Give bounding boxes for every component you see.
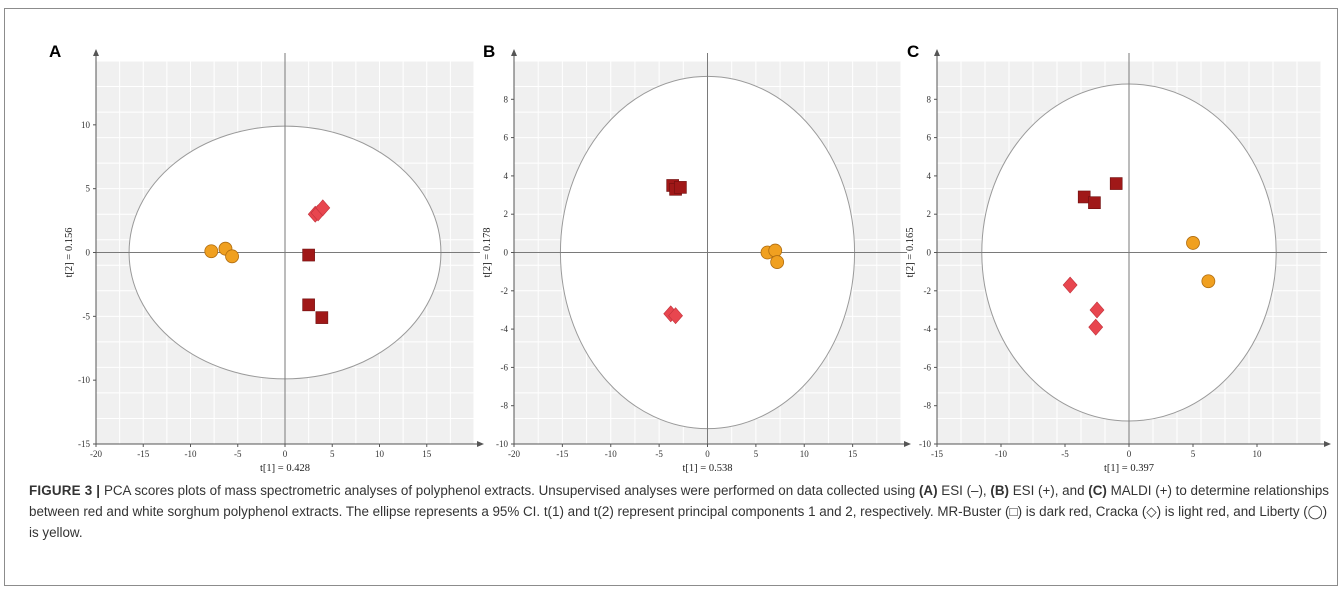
y-tick-label: -10 [78, 375, 90, 385]
y-tick-label: -8 [501, 401, 509, 411]
caption-text-b: ESI (+), and [1008, 483, 1089, 498]
y-tick-label: -6 [924, 362, 932, 372]
x-axis-label: t[1] = 0.538 [683, 463, 733, 474]
x-axis-label: t[1] = 0.397 [1104, 463, 1154, 474]
panel-letter-a: A [49, 42, 61, 61]
x-tick-label: -10 [605, 449, 617, 459]
data-point-square [302, 298, 315, 312]
data-point-square [1109, 177, 1123, 190]
y-axis-arrow [934, 49, 940, 56]
y-tick-label: -10 [496, 439, 508, 449]
x-tick-label: -15 [137, 449, 149, 459]
x-tick-label: -15 [556, 449, 568, 459]
x-tick-label: 10 [1253, 449, 1263, 459]
y-tick-label: 6 [927, 133, 932, 143]
data-point-circle [1186, 236, 1200, 250]
x-tick-label: -10 [995, 449, 1007, 459]
x-tick-label: 0 [283, 449, 288, 459]
data-point-circle [1201, 274, 1216, 289]
x-tick-label: 15 [848, 449, 858, 459]
x-tick-label: 5 [754, 449, 759, 459]
data-point-diamond [1062, 276, 1078, 294]
y-tick-label: 0 [927, 248, 932, 258]
y-tick-label: -2 [501, 286, 509, 296]
x-tick-label: 0 [1127, 449, 1132, 459]
y-tick-label: -2 [924, 286, 932, 296]
caption-panel-a: (A) [918, 483, 938, 498]
y-tick-label: 10 [81, 120, 91, 130]
x-axis-arrow [904, 441, 911, 447]
y-tick-label: 6 [504, 133, 509, 143]
x-tick-label: 15 [422, 449, 432, 459]
y-tick-label: 8 [927, 94, 932, 104]
y-tick-label: 4 [504, 171, 509, 181]
y-axis-label: t[2] = 0.165 [905, 228, 916, 278]
y-tick-label: -10 [919, 439, 931, 449]
data-point-diamond [1088, 318, 1104, 336]
y-tick-label: 8 [504, 94, 509, 104]
data-point-diamond [668, 307, 683, 325]
y-tick-label: 4 [927, 171, 932, 181]
figure-frame: -20 -15 -10 -5 0 5 10 15 -15 -10 -5 0 5 10 t[1] = 0.42… [4, 8, 1338, 586]
data-point-circle [768, 243, 783, 258]
y-tick-label: 0 [504, 248, 509, 258]
x-tick-label: 10 [800, 449, 810, 459]
x-tick-label: -20 [508, 449, 520, 459]
data-point-circle [225, 249, 239, 264]
x-tick-label: -20 [90, 449, 102, 459]
x-axis-arrow [477, 441, 484, 447]
data-point-diamond [315, 199, 331, 217]
y-tick-label: -5 [83, 311, 91, 321]
x-axis-label: t[1] = 0.428 [260, 463, 310, 474]
y-tick-label: 0 [86, 248, 91, 258]
x-tick-label: 5 [1191, 449, 1196, 459]
data-point-circle [204, 244, 219, 259]
x-tick-label: 10 [375, 449, 385, 459]
caption-figure-label: FIGURE 3 | [29, 483, 101, 498]
panel-letter-c: C [907, 42, 919, 61]
figure-caption: FIGURE 3 | PCA scores plots of mass spec… [29, 480, 1329, 543]
x-tick-label: -5 [234, 449, 242, 459]
data-point-circle [770, 255, 785, 269]
x-axis-arrow [1324, 441, 1331, 447]
caption-text-a: ESI (–), [937, 483, 991, 498]
y-tick-label: 5 [86, 184, 91, 194]
y-axis-label: t[2] = 0.156 [64, 228, 75, 278]
data-point-square [674, 181, 687, 194]
caption-text-c: MALDI (+) to determine relationships bet… [29, 483, 1329, 540]
y-tick-label: -8 [924, 401, 932, 411]
y-tick-label: -6 [501, 362, 509, 372]
x-tick-label: -15 [931, 449, 943, 459]
y-tick-label: 2 [927, 209, 932, 219]
caption-panel-c: (C) [1088, 483, 1107, 498]
y-tick-label: -4 [501, 324, 509, 334]
caption-panel-b: (B) [990, 483, 1009, 498]
data-point-square [1088, 196, 1101, 210]
caption-text: PCA scores plots of mass spectrometric a… [100, 483, 919, 498]
x-tick-label: -5 [1061, 449, 1069, 459]
y-axis-label: t[2] = 0.178 [482, 228, 493, 278]
x-tick-label: 0 [705, 449, 710, 459]
y-axis-arrow [511, 49, 517, 56]
data-point-square [302, 248, 315, 262]
y-tick-label: 2 [504, 209, 509, 219]
x-tick-label: -10 [185, 449, 197, 459]
y-axis-arrow [93, 49, 99, 56]
data-point-square [315, 311, 329, 324]
y-tick-label: -15 [78, 439, 90, 449]
data-point-diamond [1089, 301, 1105, 319]
y-tick-label: -4 [924, 324, 932, 334]
x-tick-label: 5 [330, 449, 335, 459]
panel-letter-b: B [483, 42, 495, 61]
x-tick-label: -5 [655, 449, 663, 459]
